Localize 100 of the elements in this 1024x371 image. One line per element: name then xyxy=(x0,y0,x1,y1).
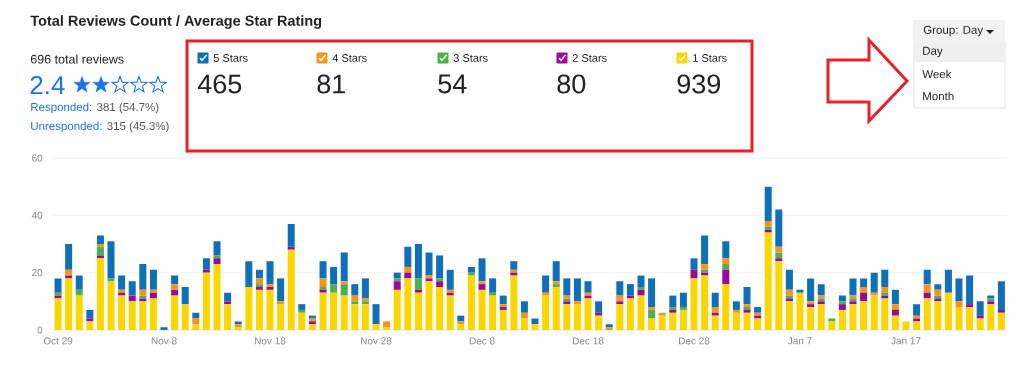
bar xyxy=(648,307,656,310)
bar xyxy=(775,246,783,253)
bar xyxy=(743,312,751,330)
bar xyxy=(658,312,666,316)
bar xyxy=(489,295,497,330)
bar xyxy=(955,278,963,302)
bar xyxy=(361,278,369,299)
bar xyxy=(690,258,698,270)
legend-label: 4 Stars xyxy=(332,54,367,62)
text: 381 (54.7%) xyxy=(96,102,159,114)
x-tick-label: Oct 29 xyxy=(43,337,73,345)
bar xyxy=(54,298,62,330)
bar xyxy=(679,307,687,310)
bar xyxy=(118,295,126,330)
bar xyxy=(298,304,306,310)
bar xyxy=(870,272,878,293)
bar xyxy=(870,295,878,330)
bar xyxy=(976,301,984,316)
text: 465 xyxy=(197,74,242,94)
bar xyxy=(881,286,889,293)
bar xyxy=(838,304,846,310)
bar xyxy=(75,275,83,290)
bar xyxy=(923,298,931,330)
bar xyxy=(202,258,210,270)
bar xyxy=(446,269,454,290)
text: Day xyxy=(923,46,943,58)
bar xyxy=(637,295,645,330)
bar xyxy=(425,281,433,330)
bar xyxy=(891,315,899,330)
text: 315 (45.3%) xyxy=(107,121,169,133)
text: 696 total reviews xyxy=(30,54,124,64)
bar xyxy=(552,261,560,282)
bar xyxy=(722,269,730,285)
bar xyxy=(563,304,571,330)
bar xyxy=(997,312,1005,330)
bar xyxy=(149,298,157,330)
bar xyxy=(478,289,486,330)
bar xyxy=(181,286,189,305)
bar xyxy=(754,318,762,330)
bar xyxy=(616,281,624,296)
bar xyxy=(997,281,1005,310)
bar xyxy=(255,269,263,279)
bar xyxy=(181,304,189,330)
bar xyxy=(393,278,401,282)
bar xyxy=(202,272,210,330)
bar xyxy=(340,281,348,285)
bar xyxy=(160,327,168,330)
bar xyxy=(955,307,963,330)
bar xyxy=(711,312,719,316)
bar xyxy=(149,269,157,290)
bar xyxy=(499,295,507,305)
bar xyxy=(414,278,422,290)
bar xyxy=(648,318,656,330)
bar xyxy=(446,295,454,330)
bar xyxy=(584,281,592,293)
bar xyxy=(891,289,899,305)
bar xyxy=(171,295,179,330)
text: 939 xyxy=(677,74,721,94)
bar xyxy=(796,292,804,330)
bar xyxy=(573,278,581,302)
bar xyxy=(414,244,422,279)
bar xyxy=(436,281,444,287)
bar xyxy=(902,321,910,330)
bar xyxy=(96,246,104,256)
bar xyxy=(743,286,751,305)
bar xyxy=(669,295,677,308)
y-tick-label: 60 xyxy=(32,154,43,162)
bar xyxy=(754,307,762,313)
bar xyxy=(775,258,783,262)
bar xyxy=(732,309,740,313)
bar xyxy=(701,235,709,265)
bar xyxy=(658,315,666,330)
bar xyxy=(764,232,772,330)
bar xyxy=(478,281,486,285)
bar xyxy=(966,307,974,330)
bar xyxy=(414,289,422,293)
bar xyxy=(277,301,285,305)
bar xyxy=(584,298,592,330)
bar xyxy=(213,264,221,330)
bar xyxy=(595,312,603,316)
bar xyxy=(881,269,889,287)
bar xyxy=(722,264,730,270)
bar xyxy=(785,289,793,296)
x-tick-label: Dec 28 xyxy=(678,337,710,345)
bar xyxy=(457,324,465,330)
bar xyxy=(489,278,497,293)
bar xyxy=(340,295,348,330)
bar xyxy=(563,278,571,296)
bar xyxy=(849,304,857,330)
bar xyxy=(298,312,306,330)
bar xyxy=(65,269,73,276)
y-tick-label: 20 xyxy=(32,269,43,277)
bar xyxy=(828,321,836,330)
bar xyxy=(340,252,348,282)
bar xyxy=(319,292,327,330)
bar xyxy=(785,301,793,330)
bar xyxy=(701,275,709,330)
bar xyxy=(139,301,147,330)
bar xyxy=(542,295,550,330)
bar xyxy=(75,295,83,330)
